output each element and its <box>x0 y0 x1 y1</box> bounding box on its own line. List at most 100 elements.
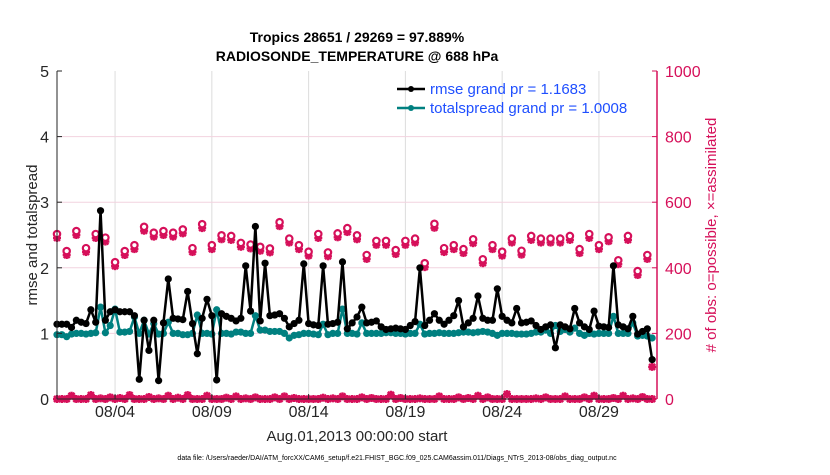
rmse-point <box>493 285 501 293</box>
rmse-point <box>275 310 284 318</box>
rmse-point <box>150 316 158 324</box>
obs-possible-marker <box>565 231 575 241</box>
obs-possible-marker <box>149 228 159 238</box>
rmse-point <box>256 317 264 325</box>
rmse-point <box>295 316 303 324</box>
obs-possible-marker <box>62 246 71 256</box>
obs-assimilated-core <box>185 392 191 398</box>
rmse-point <box>348 319 356 327</box>
totalspread-point <box>609 312 618 320</box>
obs-possible-marker <box>497 247 507 257</box>
totalspread-point <box>101 329 109 337</box>
rmse-point <box>164 275 172 283</box>
y-tick-label-left: 5 <box>40 64 49 81</box>
rmse-point <box>605 323 613 332</box>
obs-possible-marker <box>381 236 391 246</box>
y-tick-label-left: 4 <box>40 130 49 147</box>
obs-possible-marker <box>275 217 284 227</box>
obs-possible-marker <box>81 243 91 253</box>
obs-possible-marker <box>178 225 188 234</box>
rmse-point <box>406 321 414 330</box>
obs-possible-marker <box>555 234 565 243</box>
obs-possible-marker <box>372 236 381 246</box>
rmse-point <box>319 262 327 270</box>
obs-possible-marker <box>226 231 236 241</box>
y-tick-label-right: 1000 <box>665 64 701 81</box>
totalspread-point <box>106 321 114 330</box>
obs-possible-marker <box>313 229 323 239</box>
rmse-point <box>455 297 463 305</box>
rmse-point <box>135 375 143 383</box>
obs-possible-marker <box>468 234 478 244</box>
obs-possible-marker <box>604 232 613 242</box>
x-tick-label: 08/19 <box>385 404 425 421</box>
rmse-point <box>314 321 322 330</box>
rmse-point <box>532 321 540 330</box>
chart-title-line2: RADIOSONDE_TEMPERATURE @ 688 hPa <box>216 48 499 64</box>
rmse-point <box>527 317 535 325</box>
obs-assimilated-core <box>339 393 346 399</box>
totalspread-point <box>246 329 255 337</box>
obs-assimilated-core <box>436 393 442 399</box>
obs-possible-marker <box>584 229 594 239</box>
obs-possible-marker <box>304 247 313 257</box>
obs-assimilated-core <box>281 393 288 399</box>
rmse-point <box>213 376 221 384</box>
obs-possible-marker <box>623 231 633 241</box>
rmse-point <box>125 308 134 316</box>
obs-possible-marker <box>236 238 246 248</box>
obs-possible-marker <box>91 229 101 239</box>
rmse-point <box>609 262 618 270</box>
obs-possible-marker <box>643 250 652 260</box>
rmse-point <box>242 262 250 270</box>
obs-assimilated-core <box>562 393 568 399</box>
x-tick-label: 08/09 <box>192 404 232 421</box>
x-tick-label: 08/14 <box>289 404 329 421</box>
rmse-point <box>445 316 453 324</box>
rmse-point <box>67 323 76 332</box>
rmse-point <box>300 260 308 268</box>
data-file-footnote: data file: /Users/raeder/DAI/ATM_forcXX/… <box>177 455 617 462</box>
obs-possible-marker <box>459 244 468 254</box>
rmse-point <box>338 258 347 266</box>
obs-possible-marker <box>197 219 207 229</box>
rmse-point <box>237 314 245 322</box>
rmse-point <box>155 377 163 385</box>
obs-possible-marker <box>391 245 401 255</box>
rmse-point <box>372 317 380 325</box>
obs-possible-marker <box>188 243 197 253</box>
rmse-point <box>188 319 197 328</box>
obs-possible-marker <box>333 229 342 238</box>
totalspread-point <box>135 329 143 337</box>
obs-possible-marker <box>217 231 226 240</box>
rmse-point <box>469 314 477 322</box>
x-tick-label: 08/29 <box>579 404 619 421</box>
totalspread-point <box>353 330 361 338</box>
obs-possible-marker <box>72 226 81 236</box>
y-axis-right-label: # of obs: o=possible, ×=assimilated <box>703 118 720 353</box>
rmse-point <box>87 306 95 314</box>
totalspread-point <box>338 305 347 313</box>
totalspread-point <box>96 303 105 311</box>
rmse-point <box>464 319 472 327</box>
rmse-point <box>590 307 598 315</box>
rmse-point <box>459 323 468 331</box>
y-tick-label-right: 0 <box>665 392 674 409</box>
obs-assimilated-core <box>233 393 239 399</box>
rmse-point <box>208 312 216 320</box>
rmse-point <box>193 350 201 358</box>
rmse-point <box>474 292 482 300</box>
rmse-point <box>261 259 269 267</box>
rmse-point <box>566 325 574 333</box>
y-tick-label-right: 800 <box>665 130 692 147</box>
rmse-point <box>145 346 153 355</box>
rmse-point <box>401 325 409 334</box>
rmse-point <box>96 207 105 215</box>
obs-possible-marker <box>633 266 642 276</box>
y-tick-label-right: 200 <box>665 326 692 343</box>
obs-possible-marker <box>168 228 178 238</box>
rmse-point <box>440 320 448 328</box>
totalspread-point <box>125 327 134 336</box>
rmse-point <box>508 319 516 327</box>
y-tick-label-left: 3 <box>40 195 49 212</box>
